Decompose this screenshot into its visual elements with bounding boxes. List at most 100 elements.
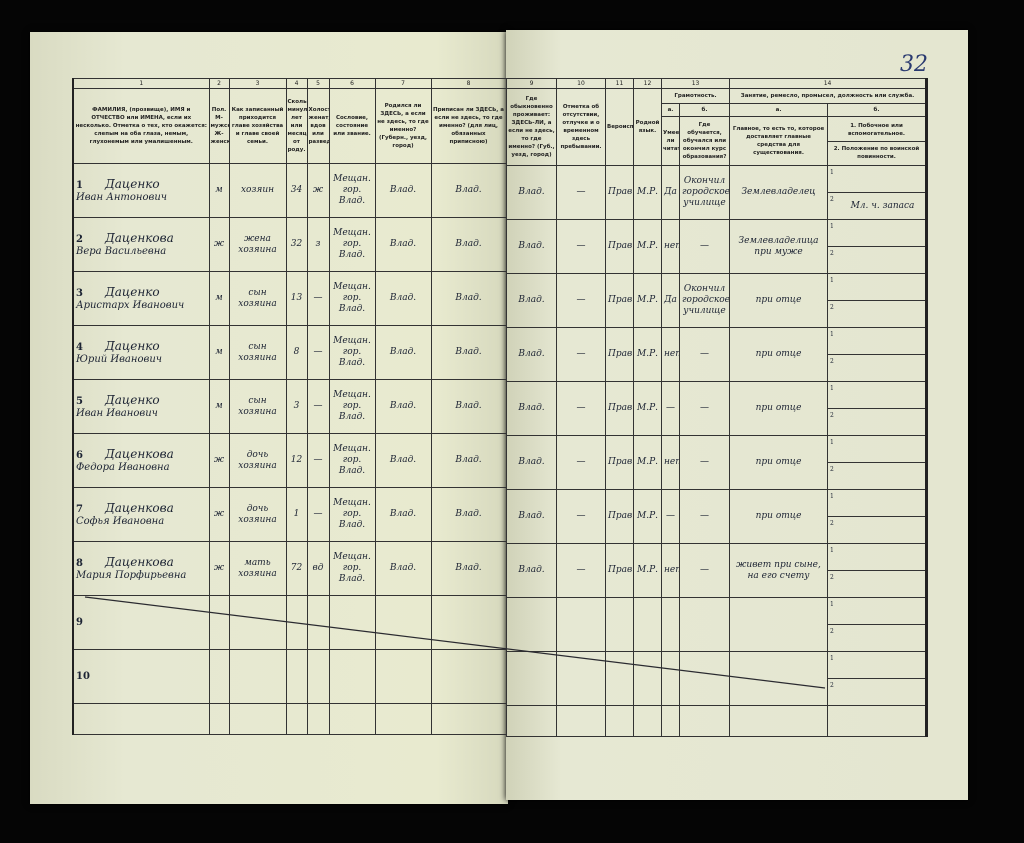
born-cell: Влад. xyxy=(374,325,432,380)
marital-cell: — xyxy=(306,379,330,434)
registered-cell: Влад. xyxy=(430,433,507,488)
header-name: ФАМИЛИЯ, (прозвище), ИМЯ и ОТЧЕСТВО или … xyxy=(72,88,210,164)
header-age: Сколько минуло лет или месяцев от роду. xyxy=(285,88,308,164)
surname: Даценко xyxy=(104,176,160,191)
side-occupation: 1 xyxy=(828,653,926,679)
resides-cell xyxy=(506,651,557,706)
reads-cell: нет xyxy=(661,219,680,274)
column-number: 3 xyxy=(228,78,287,89)
marital-cell xyxy=(306,649,330,704)
resides-cell xyxy=(506,597,557,652)
sex-cell: ж xyxy=(208,433,230,488)
language-cell: М.Р. xyxy=(633,219,662,274)
reads-cell: Да xyxy=(661,165,680,220)
school-cell: — xyxy=(678,489,731,544)
occupation-cell: Землевладелец xyxy=(729,165,829,220)
given-names: Иван Антонович xyxy=(76,191,168,203)
estate-cell: Мещан. гор. Влад. xyxy=(328,163,376,218)
table-row: 4 Даценко Юрий Иванович м сын хозяина 8— Мещан… xyxy=(72,325,507,380)
blank-cell xyxy=(306,703,330,735)
occupation-cell: при отце xyxy=(729,273,829,328)
blank-cell xyxy=(328,703,376,735)
column-number: 5 xyxy=(306,78,330,89)
surname: Даценкова xyxy=(104,446,174,461)
name-cell: 6 Даценкова Федора Ивановна xyxy=(72,433,210,488)
surname: Даценко xyxy=(104,284,160,299)
occupation-cell: живет при сыне, на его счету xyxy=(729,543,829,598)
column-number: 10 xyxy=(556,78,606,89)
school-cell: Окончил городское училище xyxy=(678,165,731,220)
absence-cell: — xyxy=(556,219,606,274)
marital-cell: з xyxy=(306,217,330,272)
header-occupation: Занятие, ремесло, промысел, должность ил… xyxy=(729,88,928,104)
name-cell: 1 Даценко Иван Антонович xyxy=(72,163,210,218)
age-cell: 12 xyxy=(285,433,308,488)
estate-cell: Мещан. гор. Влад. xyxy=(328,271,376,326)
age-cell: 13 xyxy=(285,271,308,326)
census-table-right: 9 10 11 12 13 14 Где обыкновенно прожива… xyxy=(506,78,929,737)
header-row: ФАМИЛИЯ, (прозвище), ИМЯ и ОТЧЕСТВО или … xyxy=(72,88,507,164)
blank-cell xyxy=(729,705,829,737)
sub-label: 2 xyxy=(830,466,834,473)
table-row: Влад. — Прав. М.Р. Да Окончил городское учили… xyxy=(506,273,928,328)
name-cell: 8 Даценкова Мария Порфирьевна xyxy=(72,541,210,596)
header-language: Родной язык. xyxy=(633,88,662,166)
header-literacy: Грамотность. xyxy=(660,88,731,104)
occupation-cell xyxy=(729,597,829,652)
military-status: 2 xyxy=(829,355,926,381)
school-cell: Окончил городское училище xyxy=(678,273,731,328)
relation-cell xyxy=(228,649,287,704)
column-number: 4 xyxy=(285,78,308,89)
estate-cell: Мещан. гор. Влад. xyxy=(328,487,376,542)
side-occupation: 1 xyxy=(828,491,926,517)
sub-label: 1 xyxy=(830,439,834,446)
language-cell: М.Р. xyxy=(633,489,662,544)
reads-cell: нет xyxy=(661,327,680,382)
school-cell xyxy=(678,597,731,652)
registered-cell xyxy=(430,649,507,704)
header-13a-letter: а. xyxy=(661,103,680,117)
estate-cell: Мещан. гор. Влад. xyxy=(328,541,376,596)
reads-cell: нет xyxy=(661,435,680,490)
name-cell: 9 xyxy=(72,595,210,650)
absence-cell: — xyxy=(556,273,606,328)
sub-label: 2 xyxy=(830,520,834,527)
side-occupation: 1 xyxy=(828,275,926,301)
religion-cell: Прав. xyxy=(605,543,634,598)
header-13b-letter: б. xyxy=(678,103,731,117)
blank-cell xyxy=(661,705,680,737)
sub-label: 2 xyxy=(830,574,834,581)
blank-cell xyxy=(605,705,634,737)
sex-cell: ж xyxy=(208,487,230,542)
school-cell: — xyxy=(678,381,731,436)
age-cell xyxy=(285,649,308,704)
table-row: 5 Даценко Иван Иванович м сын хозяина 3— Мещан… xyxy=(72,379,507,434)
given-names: Федора Ивановна xyxy=(76,461,170,473)
column-number: 9 xyxy=(506,78,557,89)
absence-cell: — xyxy=(556,165,606,220)
column-number: 12 xyxy=(633,78,662,89)
reads-cell xyxy=(661,597,680,652)
marital-cell: — xyxy=(306,271,330,326)
marital-cell: вд xyxy=(306,541,330,596)
blank-row xyxy=(72,703,507,735)
blank-cell xyxy=(430,703,507,735)
language-cell: М.Р. xyxy=(633,273,662,328)
given-names: Софья Ивановна xyxy=(76,515,165,527)
school-cell: — xyxy=(678,219,731,274)
relation-cell: мать хозяина xyxy=(228,541,287,596)
column-number: 1 xyxy=(72,78,210,89)
table-row: Влад. — Прав. М.Р. Да Окончил городское учили… xyxy=(506,165,928,220)
row-number: 1 xyxy=(76,179,83,191)
estate-cell xyxy=(328,595,376,650)
blank-cell xyxy=(633,705,662,737)
estate-cell: Мещан. гор. Влад. xyxy=(328,379,376,434)
sex-cell: ж xyxy=(208,541,230,596)
language-cell xyxy=(633,651,662,706)
registered-cell: Влад. xyxy=(430,325,507,380)
relation-cell: сын хозяина xyxy=(228,271,287,326)
school-cell: — xyxy=(678,543,731,598)
